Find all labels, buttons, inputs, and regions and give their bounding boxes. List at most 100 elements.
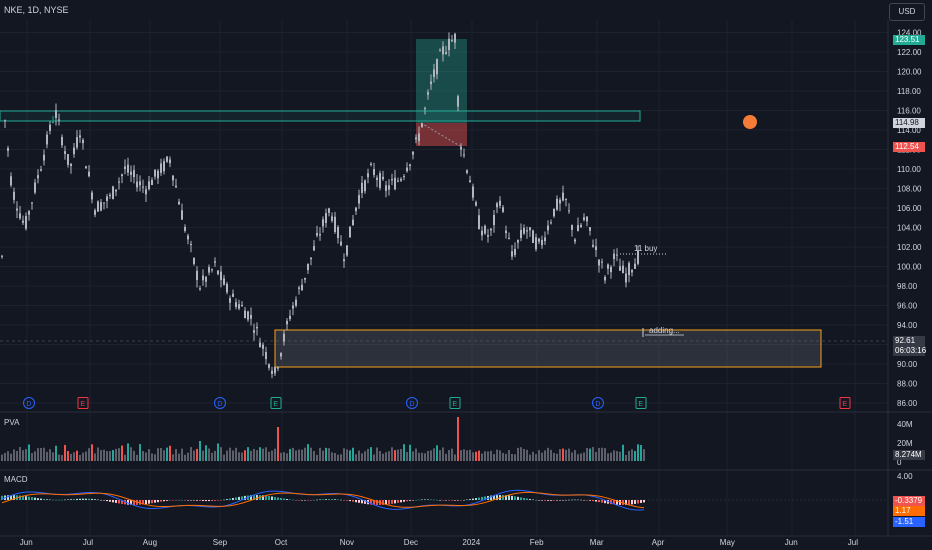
symbol-title[interactable]: NKE, 1D, NYSE	[4, 5, 69, 15]
macd-histogram-bar	[541, 500, 543, 501]
price-candle	[1, 255, 3, 257]
volume-bar	[91, 444, 93, 461]
price-candle	[484, 225, 486, 234]
price-candle	[319, 234, 321, 236]
earnings-marker-icon[interactable]	[449, 397, 461, 409]
price-candle	[607, 264, 609, 269]
volume-bar	[541, 452, 543, 461]
volume-bar	[310, 447, 312, 461]
volume-bar	[463, 449, 465, 461]
alert-icon[interactable]	[743, 115, 757, 129]
price-candle	[574, 239, 576, 242]
currency-button[interactable]: USD	[889, 3, 925, 21]
macd-histogram-bar	[403, 500, 405, 502]
volume-bar	[436, 445, 438, 461]
macd-histogram-bar	[604, 500, 606, 504]
support-zone[interactable]	[274, 329, 822, 368]
long-position-loss-zone[interactable]	[416, 123, 467, 146]
time-axis-label: Dec	[404, 538, 418, 547]
price-candle	[382, 176, 384, 180]
price-candle	[103, 202, 105, 204]
price-candle	[631, 270, 633, 273]
price-candle	[616, 254, 618, 256]
price-axis-label: 116.00	[897, 107, 921, 116]
macd-histogram-bar	[421, 499, 423, 501]
dividend-marker-icon[interactable]	[214, 397, 226, 409]
volume-bar	[187, 452, 189, 461]
volume-bar	[43, 447, 45, 461]
price-candle	[274, 366, 276, 374]
volume-bar	[451, 448, 453, 461]
volume-bar	[112, 450, 114, 461]
macd-histogram-bar	[625, 500, 627, 505]
dividend-marker-icon[interactable]	[406, 397, 418, 409]
volume-bar	[334, 452, 336, 461]
macd-histogram-bar	[352, 500, 354, 502]
pva-panel-title[interactable]: PVA	[4, 418, 20, 427]
volume-bar	[247, 447, 249, 461]
macd-panel-title[interactable]: MACD	[4, 475, 28, 484]
volume-bar	[607, 453, 609, 461]
price-candle	[196, 270, 198, 281]
earnings-marker-icon[interactable]	[839, 397, 851, 409]
macd-histogram-bar	[601, 500, 603, 503]
price-candle	[421, 123, 423, 127]
price-candle	[559, 199, 561, 204]
macd-histogram-bar	[100, 500, 102, 501]
macd-histogram-bar	[592, 500, 594, 502]
macd-histogram-bar	[574, 499, 576, 501]
price-candle	[70, 163, 72, 167]
price-candle	[625, 273, 627, 283]
earnings-marker-label: E	[842, 401, 847, 408]
adding-note[interactable]: adding...	[649, 326, 680, 335]
volume-bar	[238, 452, 240, 461]
price-candle	[376, 177, 378, 180]
volume-bar	[154, 454, 156, 461]
macd-histogram-bar	[583, 500, 585, 501]
price-candle	[568, 210, 570, 212]
dividend-marker-icon[interactable]	[592, 397, 604, 409]
price-candle	[130, 171, 132, 175]
price-candle	[547, 225, 549, 231]
volume-bar	[589, 448, 591, 461]
price-candle	[124, 166, 126, 170]
buy-note[interactable]: 11 buy	[634, 244, 657, 253]
volume-bar	[208, 448, 210, 461]
price-candle	[64, 151, 66, 154]
volume-bar	[439, 450, 441, 461]
price-candle	[289, 315, 291, 320]
macd-histogram-bar	[391, 500, 393, 504]
price-candle	[187, 235, 189, 240]
volume-bar	[229, 447, 231, 461]
dividend-marker-icon[interactable]	[23, 397, 35, 409]
volume-bar	[424, 453, 426, 461]
macd-histogram-bar	[631, 500, 633, 505]
volume-bar	[400, 448, 402, 461]
earnings-marker-icon[interactable]	[635, 397, 647, 409]
price-candle	[49, 124, 51, 131]
macd-histogram-bar	[388, 500, 390, 505]
macd-histogram-bar	[412, 500, 414, 501]
volume-bar	[331, 452, 333, 461]
price-candle	[19, 213, 21, 219]
earnings-marker-icon[interactable]	[270, 397, 282, 409]
resistance-zone[interactable]	[0, 110, 641, 122]
macd-histogram-bar	[184, 500, 186, 501]
price-axis-label: 120.00	[897, 68, 922, 77]
macd-histogram-bar	[331, 499, 333, 500]
macd-histogram-bar	[640, 500, 642, 503]
volume-bar	[85, 451, 87, 461]
price-candle	[247, 311, 249, 320]
volume-bar	[88, 448, 90, 461]
macd-hist-tag: -0.3379	[893, 496, 925, 506]
price-candle	[472, 186, 474, 198]
long-position-profit-zone[interactable]	[416, 39, 467, 123]
price-candle	[469, 180, 471, 183]
price-candle	[538, 238, 540, 242]
macd-histogram-bar	[64, 499, 66, 501]
price-candle	[205, 276, 207, 282]
price-candle	[259, 342, 261, 348]
volume-bar	[505, 453, 507, 461]
earnings-marker-icon[interactable]	[77, 397, 89, 409]
